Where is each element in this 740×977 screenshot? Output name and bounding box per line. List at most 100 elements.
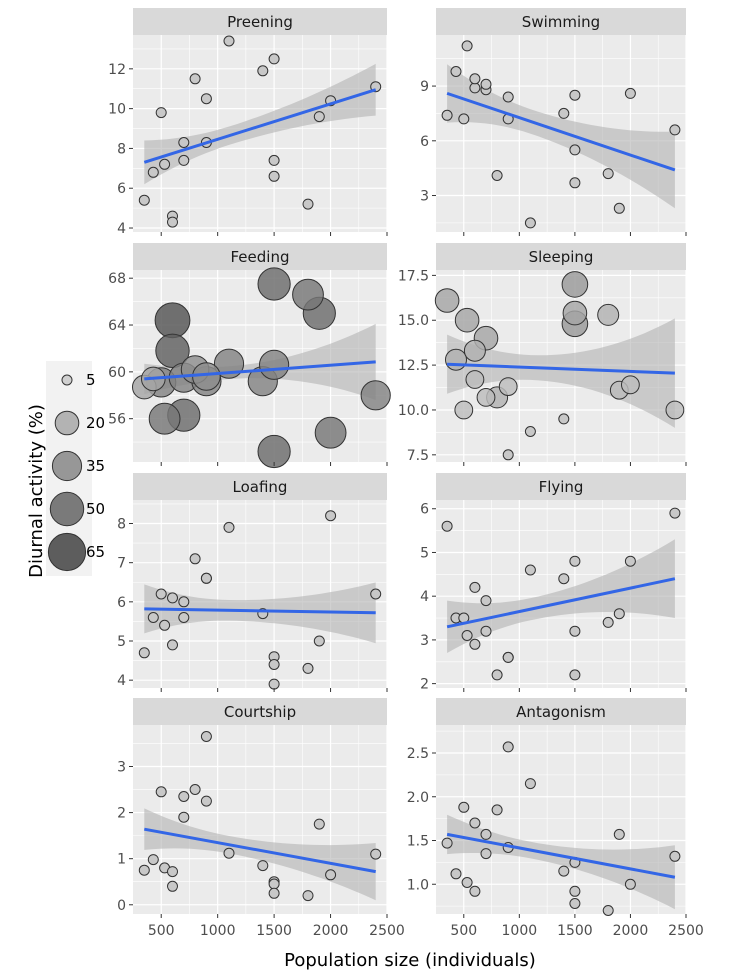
panel-strip (133, 8, 387, 35)
data-point (441, 109, 453, 121)
data-point (458, 113, 470, 125)
data-point (524, 564, 536, 576)
panel-preening: Preening 4 6 8 10 12 (108, 8, 388, 237)
legend-label: 35 (86, 457, 105, 475)
y-tick-label: 7.5 (407, 448, 429, 464)
data-point (360, 380, 391, 411)
data-point (200, 572, 212, 584)
y-tick-label: 4 (117, 221, 126, 237)
data-point (562, 300, 588, 326)
x-tick-label: 2000 (613, 923, 649, 939)
regression-line (447, 362, 675, 375)
data-point (524, 426, 536, 437)
data-point (155, 786, 167, 798)
confidence-ribbon (447, 318, 675, 428)
data-point (569, 885, 581, 897)
data-point (302, 662, 314, 674)
y-tick-label: 64 (108, 318, 126, 334)
data-point (502, 741, 514, 753)
y-tick-label: 0 (117, 898, 126, 914)
y-tick-label: 1.0 (407, 877, 429, 893)
data-point (502, 91, 514, 103)
x-tick-label: 500 (450, 923, 477, 939)
data-point (189, 553, 201, 565)
data-point (450, 66, 462, 77)
data-point (498, 377, 518, 397)
data-point (669, 124, 681, 136)
y-tick-label: 4 (117, 673, 126, 689)
data-point (480, 848, 492, 860)
x-axis-title: Population size (individuals) (284, 950, 536, 971)
legend-key-circle (54, 410, 80, 436)
y-tick-label: 60 (108, 365, 126, 381)
data-point (669, 507, 681, 519)
y-tick-label: 2.0 (407, 790, 429, 806)
regression-line (446, 832, 676, 879)
panel-strip (133, 473, 387, 500)
data-point (268, 887, 280, 899)
data-point (621, 375, 640, 395)
data-point (167, 880, 178, 892)
data-point (469, 581, 481, 593)
data-point (491, 669, 503, 681)
data-point (469, 885, 481, 897)
data-point (178, 154, 190, 166)
regression-line (144, 827, 376, 874)
panel-strip (436, 698, 686, 725)
panel-title: Flying (539, 478, 584, 496)
legend-key-circle (47, 532, 87, 572)
data-point (155, 588, 167, 600)
data-point (480, 625, 492, 637)
data-point (148, 402, 181, 435)
y-tick-label: 5 (420, 545, 429, 561)
data-point (325, 869, 337, 881)
panel-strip (133, 243, 387, 270)
data-point (480, 78, 492, 90)
data-point (569, 669, 581, 681)
x-tick-label: 2000 (313, 923, 349, 939)
data-point (259, 349, 290, 380)
confidence-ribbon (447, 814, 675, 910)
legend-key-circle (61, 374, 73, 386)
data-point (313, 818, 325, 830)
data-point (461, 877, 473, 888)
data-point (461, 40, 473, 52)
data-point (458, 801, 470, 813)
data-point (268, 659, 280, 670)
data-point (469, 638, 481, 650)
data-point (454, 400, 474, 420)
y-tick-label: 6 (420, 134, 429, 150)
panel-strip (436, 243, 686, 270)
data-point (569, 177, 581, 189)
data-point (257, 267, 291, 301)
data-point (268, 878, 280, 890)
regression-line (446, 577, 676, 629)
data-point (613, 828, 625, 840)
y-tick-label: 3 (420, 633, 429, 649)
data-point (178, 791, 190, 802)
confidence-ribbon (144, 808, 376, 901)
data-point (313, 635, 325, 647)
y-tick-label: 17.5 (398, 268, 429, 284)
data-point (624, 878, 636, 890)
panel-loafing: Loafing 4 5 6 7 8 (117, 473, 388, 692)
legend-label: 5 (86, 371, 96, 389)
data-point (434, 288, 460, 313)
data-point (624, 555, 636, 567)
data-point (147, 166, 159, 178)
panel-title: Feeding (231, 248, 290, 266)
data-point (669, 850, 681, 862)
data-point (155, 333, 190, 368)
data-point (159, 619, 171, 631)
panel-antagonism: Antagonism 1.0 1.5 2.0 2.5 500 1000 1500 2000 250… (407, 698, 704, 939)
data-point (469, 82, 481, 94)
data-point (665, 400, 685, 420)
data-point (178, 811, 190, 823)
data-point (325, 510, 337, 522)
panels-layer: Preening4681012Swimming369Feeding5660646… (108, 8, 704, 939)
data-point (257, 65, 269, 77)
data-point (558, 573, 570, 585)
data-point (370, 848, 382, 860)
x-tick-label: 1500 (557, 923, 593, 939)
